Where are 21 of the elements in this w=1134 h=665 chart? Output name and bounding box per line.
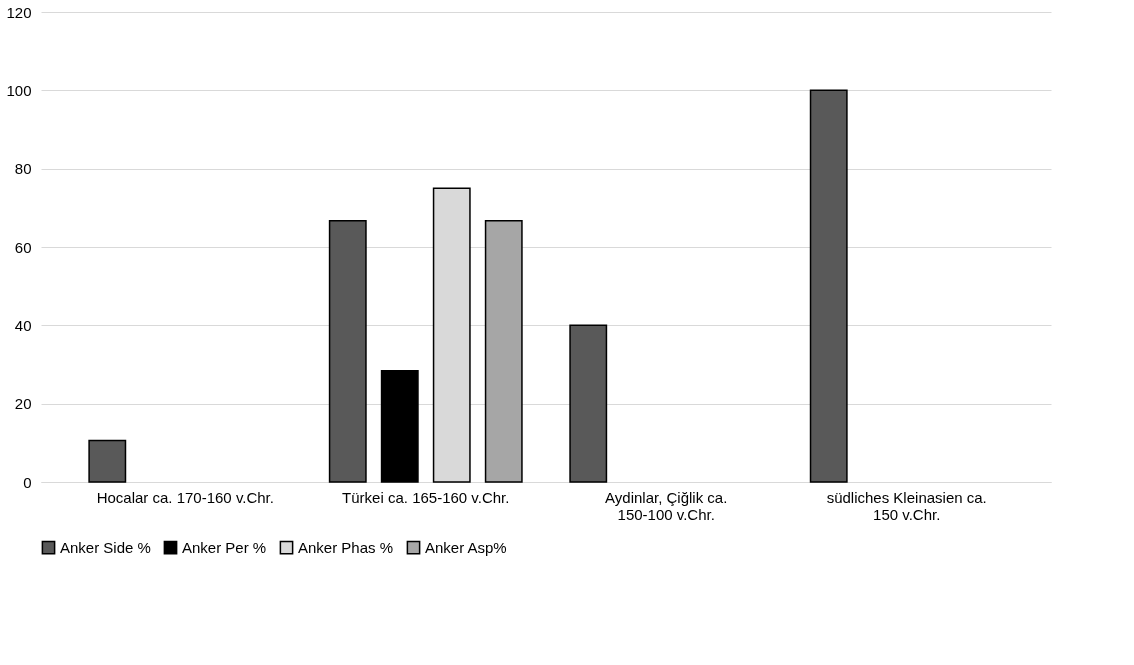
legend-label: Anker Phas % [298, 538, 394, 556]
legend-label: Anker Side % [60, 538, 151, 556]
y-tick-label: 20 [14, 395, 32, 413]
bar [809, 89, 848, 483]
legend-label: Anker Per % [182, 538, 267, 556]
x-tick-label: Aydinlar, Çiğlik ca. 150-100 v.Chr. [605, 488, 728, 523]
x-tick-label: Hocalar ca. 170-160 v.Chr. [96, 488, 274, 506]
y-tick-label: 0 [23, 473, 32, 491]
y-tick-label: 60 [14, 238, 32, 256]
bar [569, 324, 608, 483]
y-tick-label: 120 [6, 3, 32, 21]
x-tick-label: südliches Kleinasien ca. 150 v.Chr. [826, 488, 987, 523]
y-tick-label: 40 [14, 316, 32, 334]
x-tick-label: Türkei ca. 165-160 v.Chr. [342, 488, 510, 506]
bar [484, 220, 523, 483]
bar [380, 370, 419, 483]
y-tick-label: 100 [6, 81, 32, 99]
y-tick-label: 80 [14, 160, 32, 178]
bar [88, 439, 127, 483]
bar [328, 220, 367, 483]
legend-label: Anker Asp% [425, 538, 507, 556]
